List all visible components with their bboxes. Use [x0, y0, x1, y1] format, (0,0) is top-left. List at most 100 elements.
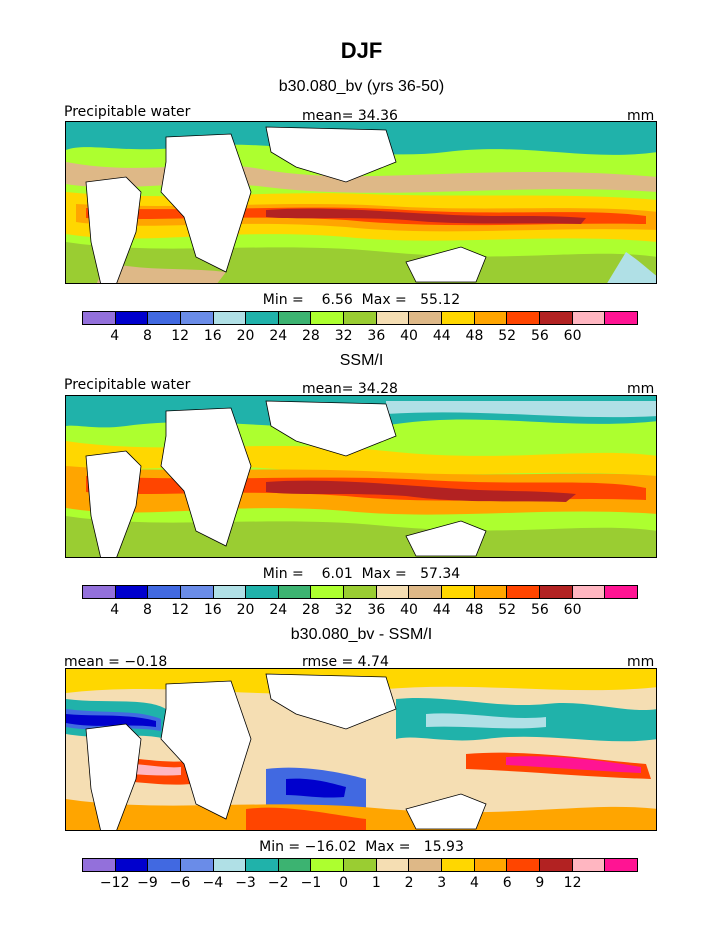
colorbar-swatch [148, 586, 181, 598]
colorbar-tick-label: −9 [137, 875, 158, 891]
colorbar-tick-label: 56 [530, 328, 549, 344]
colorbar-tick-label: 52 [498, 602, 517, 618]
colorbar-tick-label: 56 [530, 602, 549, 618]
colorbar-tick-label: 0 [339, 875, 349, 891]
panel-3-stats: Min = −16.02 Max = 15.93 [259, 839, 464, 855]
colorbar-swatch [474, 859, 508, 871]
panel-2-right-label: mm [627, 381, 655, 397]
colorbar-swatch [376, 586, 410, 598]
figure-title: DJF [340, 38, 383, 63]
colorbar-swatch [474, 586, 508, 598]
panel-2-left-label: Precipitable water [64, 377, 191, 393]
colorbar-swatch [148, 859, 181, 871]
colorbar-swatch [409, 586, 443, 598]
colorbar-swatch [311, 312, 345, 324]
panel-1-map-svg [66, 122, 656, 283]
panel-2-title: SSM/I [339, 352, 384, 369]
colorbar-tick-label: 8 [142, 602, 152, 618]
colorbar-tick-label: 52 [498, 328, 517, 344]
colorbar-swatch [213, 586, 247, 598]
colorbar-swatch [572, 312, 606, 324]
panel-2-center-label: mean= 34.28 [302, 381, 398, 397]
colorbar-swatch [246, 312, 279, 324]
colorbar-tick-label: 28 [302, 602, 320, 618]
colorbar-tick-label: 24 [269, 602, 288, 618]
panel-3-map [65, 668, 657, 831]
colorbar-swatch [115, 312, 149, 324]
colorbar-swatch [605, 312, 637, 324]
colorbar-tick-label: −4 [202, 875, 224, 891]
colorbar-tick-label: 20 [236, 328, 255, 344]
colorbar-swatch [605, 586, 637, 598]
colorbar-tick-label: 16 [203, 328, 222, 344]
colorbar-tick-label: 6 [502, 875, 512, 891]
colorbar-swatch [572, 586, 606, 598]
colorbar-tick-label: 20 [236, 602, 255, 618]
colorbar-tick-label: 60 [563, 602, 582, 618]
colorbar-swatch [83, 859, 116, 871]
colorbar-tick-label: 4 [470, 875, 479, 891]
colorbar-swatch [539, 312, 573, 324]
panel-3-title: b30.080_bv - SSM/I [290, 626, 433, 643]
colorbar-tick-label: 8 [142, 328, 152, 344]
colorbar-tick-label: 44 [432, 328, 451, 344]
colorbar-swatch [311, 859, 345, 871]
colorbar-tick-label: 12 [171, 602, 190, 618]
colorbar-tick-label: −12 [99, 875, 130, 891]
panel-1-stats: Min = 6.56 Max = 55.12 [262, 292, 461, 308]
colorbar-swatch [278, 586, 312, 598]
panel-3-right-label: mm [627, 654, 655, 670]
panel-3-center-label: rmse = 4.74 [302, 654, 389, 670]
colorbar-tick-label: 2 [404, 875, 414, 891]
colorbar-swatch [83, 586, 116, 598]
colorbar-tick-label: 4 [110, 328, 120, 344]
colorbar-swatch [539, 859, 573, 871]
colorbar-swatch [83, 312, 116, 324]
panel-2-map [65, 395, 657, 558]
colorbar-swatch [376, 312, 410, 324]
panel-3-map-svg [66, 669, 656, 830]
colorbar-tick-label: 12 [563, 875, 582, 891]
colorbar-tick-label: 1 [371, 875, 381, 891]
colorbar-swatch [344, 859, 377, 871]
colorbar-swatch [376, 859, 410, 871]
colorbar-swatch [180, 312, 214, 324]
panel-1-left-label: Precipitable water [64, 104, 191, 120]
colorbar-tick-label: 48 [465, 328, 484, 344]
colorbar-swatch [278, 859, 312, 871]
colorbar-swatch [115, 586, 149, 598]
colorbar-swatch [344, 586, 377, 598]
colorbar-tick-label: 36 [367, 602, 386, 618]
colorbar-tick-label: 36 [367, 328, 386, 344]
colorbar-tick-label: 32 [334, 328, 353, 344]
panel-1-map [65, 121, 657, 284]
colorbar-swatch [409, 312, 443, 324]
colorbar-tick-label: −6 [169, 875, 191, 891]
panel-3-left-label: mean = −0.18 [64, 654, 168, 670]
colorbar-swatch [115, 859, 149, 871]
colorbar-tick-label: −3 [235, 875, 256, 891]
colorbar-swatch [246, 859, 279, 871]
colorbar-swatch [278, 312, 312, 324]
colorbar-swatch [442, 859, 475, 871]
colorbar-swatch [507, 859, 540, 871]
colorbar-tick-label: 40 [400, 602, 418, 618]
colorbar-swatch [605, 859, 637, 871]
panel-2-colorbar-ticks: 4 8 12 16 20 24 28 32 36 40 44 48 52 56 60 [82, 602, 638, 618]
colorbar-tick-label: 9 [535, 875, 545, 891]
colorbar-swatch [442, 312, 475, 324]
colorbar-swatch [474, 312, 508, 324]
colorbar-swatch [246, 586, 279, 598]
panel-2-colorbar [82, 585, 638, 599]
colorbar-swatch [180, 586, 214, 598]
colorbar-tick-label: 32 [334, 602, 353, 618]
colorbar-swatch [507, 586, 540, 598]
colorbar-tick-label: 4 [110, 602, 120, 618]
colorbar-swatch [344, 312, 377, 324]
panel-1-colorbar [82, 311, 638, 325]
colorbar-tick-label: 3 [437, 875, 447, 891]
panel-2-stats: Min = 6.01 Max = 57.34 [262, 566, 461, 582]
colorbar-tick-label: 40 [400, 328, 418, 344]
colorbar-tick-label: 12 [171, 328, 190, 344]
colorbar-swatch [442, 586, 475, 598]
